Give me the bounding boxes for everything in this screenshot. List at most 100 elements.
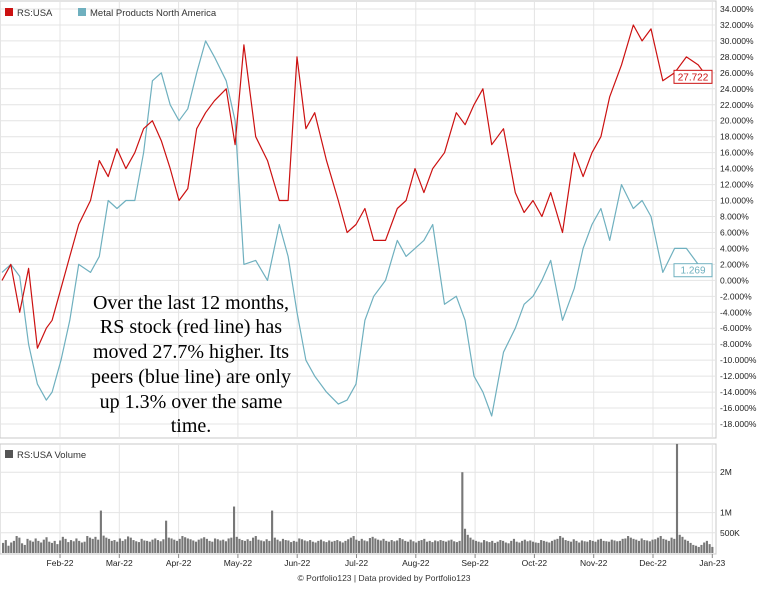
volume-bar (146, 540, 149, 553)
volume-bar (363, 540, 366, 553)
volume-bar (531, 541, 535, 553)
main-y-axis: 34.000% 32.000% 30.000% 28.000% 26.000% 24.00… (720, 4, 757, 429)
volume-bar (662, 538, 665, 553)
volume-bar (246, 539, 249, 553)
main-y-tick-label: -12.000% (720, 371, 757, 381)
volume-bar (502, 540, 505, 553)
volume-bar (243, 540, 246, 553)
volume-bar (493, 542, 496, 553)
rs-usa-line (1, 24, 708, 349)
volume-bar (113, 540, 116, 553)
volume-bar (618, 540, 622, 553)
volume-bar (681, 536, 684, 553)
volume-bar (213, 538, 217, 553)
volume-bar (417, 540, 420, 553)
volume-bar (360, 538, 363, 553)
volume-bar (436, 541, 439, 553)
metal-products-line (1, 40, 708, 417)
main-y-tick-label: 10.000% (720, 196, 754, 206)
x-tick-label: Nov-22 (580, 558, 608, 568)
main-y-tick-label: 0.000% (720, 275, 749, 285)
volume-bar (428, 540, 431, 553)
volume-bar (659, 536, 662, 553)
main-price-panel: 34.000% 32.000% 30.000% 28.000% 26.000% 24.00… (0, 0, 757, 439)
volume-bar (667, 540, 670, 553)
volume-bar (686, 540, 689, 553)
volume-y-tick-label: 500K (720, 528, 740, 538)
main-y-tick-label: 4.000% (720, 243, 749, 253)
volume-bar (602, 540, 605, 553)
volume-bar (461, 472, 464, 553)
legend-swatch-volume (5, 450, 13, 458)
volume-bar (165, 520, 168, 553)
volume-bar (238, 538, 241, 553)
volume-bar (366, 541, 369, 553)
volume-bar (333, 540, 336, 553)
volume-bar (703, 542, 706, 553)
volume-bar (526, 541, 529, 553)
volume-bar (216, 539, 219, 553)
volume-bar (314, 542, 317, 553)
volume-bar (463, 528, 467, 553)
main-y-tick-label: 12.000% (720, 180, 754, 190)
legend-label-metal-products: Metal Products North America (90, 8, 217, 19)
volume-bar (483, 540, 486, 553)
volume-bar (222, 539, 225, 553)
volume-bar (99, 510, 102, 553)
volume-bar (608, 541, 611, 553)
volume-bar (132, 540, 135, 553)
annotation-line-2: RS stock (red line) has (100, 316, 282, 338)
volume-bar (78, 540, 81, 553)
volume-bar (86, 536, 89, 553)
x-tick-label: Oct-22 (522, 558, 548, 568)
volume-bar (167, 537, 170, 553)
series-end-labels: 27.722 1.269 (673, 69, 713, 278)
volume-bar (550, 540, 554, 553)
volume-panel-frame (0, 443, 717, 555)
volume-bar (499, 540, 502, 553)
volume-bar (211, 541, 214, 553)
volume-bar (412, 541, 415, 553)
volume-bar (624, 538, 627, 553)
volume-bar (368, 538, 371, 553)
volume-bar (621, 538, 624, 553)
volume-bar (711, 546, 714, 553)
main-y-tick-label: 16.000% (720, 148, 754, 158)
volume-bar (4, 540, 7, 553)
volume-bar (268, 540, 271, 553)
volume-bar (148, 541, 151, 553)
volume-bar (26, 538, 29, 553)
volume-bar (567, 540, 570, 553)
volume-bar (94, 536, 97, 553)
volume-bar (458, 540, 461, 553)
volume-bar (450, 539, 453, 553)
volume-bar (504, 542, 507, 553)
volume-bar (515, 541, 518, 553)
volume-bar (684, 539, 687, 553)
volume-bar (265, 539, 268, 553)
volume-bar (591, 540, 594, 553)
legend-label-volume: RS:USA Volume (17, 450, 86, 461)
volume-bar (341, 542, 344, 553)
volume-bar (154, 538, 157, 553)
main-y-tick-label: -18.000% (720, 419, 757, 429)
volume-bar (379, 540, 382, 553)
volume-bar (175, 540, 179, 553)
volume-bar (252, 537, 255, 553)
volume-bar (406, 541, 410, 553)
volume-bar (670, 537, 673, 553)
main-y-tick-label: 26.000% (720, 68, 754, 78)
volume-bar (469, 537, 472, 553)
volume-bar (390, 540, 393, 553)
volume-bar (434, 540, 437, 553)
volume-bar (447, 540, 450, 553)
volume-bar (396, 540, 399, 553)
volume-bar (50, 542, 54, 553)
volume-bar (72, 541, 75, 553)
volume-bar (556, 538, 559, 553)
main-y-tick-label: 22.000% (720, 100, 754, 110)
volume-bar (273, 537, 276, 553)
volume-bar (651, 539, 654, 553)
x-tick-label: Jun-22 (284, 558, 310, 568)
volume-bar (401, 539, 404, 553)
